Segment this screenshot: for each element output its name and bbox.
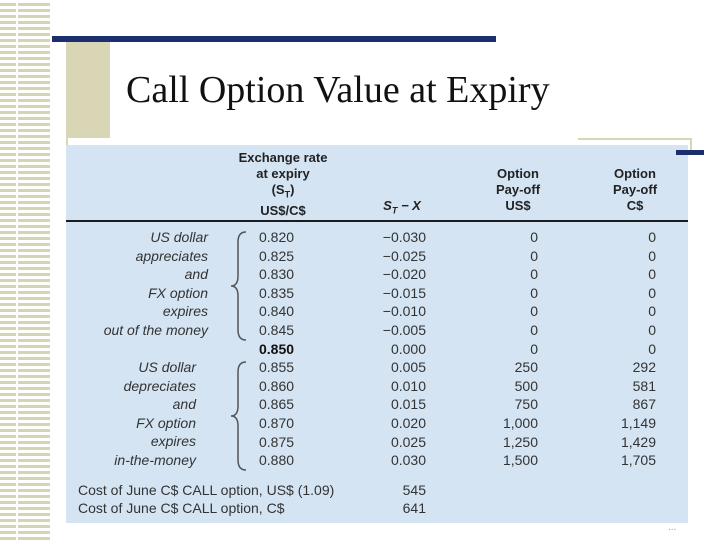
cell-exchange-rate: 0.825 <box>259 247 295 264</box>
cell-st-minus-x: 0.025 <box>390 433 426 450</box>
header-exchange-rate: Exchange rate at expiry (ST) US$/C$ <box>228 150 338 219</box>
cell-payoff-cad: 0 <box>648 284 656 301</box>
cell-st-minus-x: −0.020 <box>382 266 426 283</box>
navy-title-bar <box>52 36 496 42</box>
cell-payoff-usd: 1,250 <box>502 433 538 450</box>
header-line: Exchange rate <box>238 150 328 165</box>
cell-st-minus-x: 0.015 <box>390 396 426 413</box>
header-line: US$/C$ <box>260 202 306 218</box>
footer-label-cad: Cost of June C$ CALL option, C$ <box>78 500 285 516</box>
cell-st-minus-x: 0.005 <box>390 359 426 376</box>
cell-exchange-rate: 0.875 <box>259 433 295 450</box>
footer-label-usd: Cost of June C$ CALL option, US$ (1.09) <box>78 482 335 498</box>
payoff-table <box>66 145 688 523</box>
tan-accent-block <box>66 38 110 138</box>
cell-exchange-rate: 0.840 <box>259 303 295 320</box>
column-exchange-rate: 0.820 0.825 0.830 0.835 0.840 0.845 0.850 0.855… <box>259 228 309 470</box>
cell-payoff-cad: 0 <box>648 229 656 245</box>
cell-payoff-cad: 0 <box>648 340 656 357</box>
cell-st-minus-x: −0.025 <box>382 247 426 264</box>
cell-exchange-rate: 0.870 <box>259 414 295 431</box>
footer-value-usd: 545 <box>402 482 426 498</box>
cell-payoff-cad: 0 <box>648 266 656 283</box>
header-st-minus-x: ST − X <box>383 198 421 216</box>
cell-payoff-usd: 0 <box>530 284 538 301</box>
cell-payoff-usd: 0 <box>530 321 538 338</box>
cell-payoff-usd: 0 <box>530 229 538 245</box>
cell-exchange-rate: 0.830 <box>259 266 295 283</box>
header-payoff-cad: Option Pay-off C$ <box>595 166 675 214</box>
cell-exchange-rate: 0.880 <box>259 452 295 469</box>
group-label-out-of-the-money: US dollar appreciates and FX option expi… <box>103 229 208 338</box>
cell-payoff-usd: 250 <box>514 359 538 376</box>
cell-payoff-cad: 0 <box>648 321 656 338</box>
cell-payoff-cad: 0 <box>648 303 656 320</box>
cell-st-minus-x: 0.010 <box>390 377 426 394</box>
header-line: Pay-off <box>495 182 541 197</box>
slide-title: Call Option Value at Expiry <box>126 69 550 111</box>
cell-payoff-cad: 292 <box>632 359 656 376</box>
cell-payoff-usd: 0 <box>530 340 538 357</box>
header-line: US$ <box>505 198 531 213</box>
header-line: Option <box>497 166 539 181</box>
cell-exchange-rate: 0.850 <box>259 340 295 357</box>
column-payoff-cad: 0 0 0 0 0 0 0 292 581 867 1,149 1,429 1,705 <box>598 228 656 470</box>
cell-st-minus-x: 0.030 <box>390 452 426 469</box>
cell-exchange-rate: 0.865 <box>259 396 295 413</box>
cell-payoff-usd: 500 <box>514 377 538 394</box>
cell-st-minus-x: −0.005 <box>382 321 426 338</box>
cell-payoff-cad: 1,429 <box>620 433 656 450</box>
cell-payoff-cad: 1,149 <box>620 414 656 431</box>
cell-payoff-cad: 1,705 <box>620 452 656 469</box>
cell-st-minus-x: −0.015 <box>382 284 426 301</box>
brace-icon <box>230 361 247 471</box>
page-number: ... <box>668 522 677 533</box>
header-line: Pay-off <box>612 182 658 197</box>
header-divider <box>66 220 688 222</box>
cell-exchange-rate: 0.835 <box>259 284 295 301</box>
cell-payoff-usd: 750 <box>514 396 538 413</box>
cell-exchange-rate: 0.845 <box>259 321 295 338</box>
striped-margin-decoration <box>0 0 50 540</box>
cell-exchange-rate: 0.820 <box>259 229 295 245</box>
brace-icon <box>230 231 247 341</box>
column-payoff-usd: 0 0 0 0 0 0 0 250 500 750 1,000 1,250 1,500 <box>476 228 538 470</box>
header-line: C$ <box>626 198 644 213</box>
cell-payoff-usd: 0 <box>530 303 538 320</box>
cell-exchange-rate: 0.860 <box>259 377 295 394</box>
cell-payoff-usd: 1,500 <box>502 452 538 469</box>
cell-payoff-usd: 1,000 <box>502 414 538 431</box>
cell-payoff-cad: 0 <box>648 247 656 264</box>
cell-st-minus-x: 0.000 <box>390 340 426 357</box>
header-line: at expiry <box>256 166 310 181</box>
header-line: (ST) <box>271 182 295 200</box>
cell-st-minus-x: −0.030 <box>382 229 426 245</box>
cell-st-minus-x: 0.020 <box>390 414 426 431</box>
column-st-minus-x: −0.030 −0.025 −0.020 −0.015 −0.010 −0.005 0.00… <box>350 228 426 470</box>
cell-st-minus-x: −0.010 <box>382 303 426 320</box>
cell-exchange-rate: 0.855 <box>259 359 295 376</box>
cell-payoff-cad: 867 <box>632 396 656 413</box>
tan-corner-frame <box>578 138 692 150</box>
group-label-in-the-money: US dollar depreciates and FX option expi… <box>114 359 196 468</box>
footer-value-cad: 641 <box>402 500 426 516</box>
cell-payoff-cad: 581 <box>632 377 656 394</box>
cell-payoff-usd: 0 <box>530 247 538 264</box>
cell-payoff-usd: 0 <box>530 266 538 283</box>
header-payoff-usd: Option Pay-off US$ <box>478 166 558 214</box>
navy-accent-bar <box>676 150 704 155</box>
header-line: Option <box>614 166 656 181</box>
